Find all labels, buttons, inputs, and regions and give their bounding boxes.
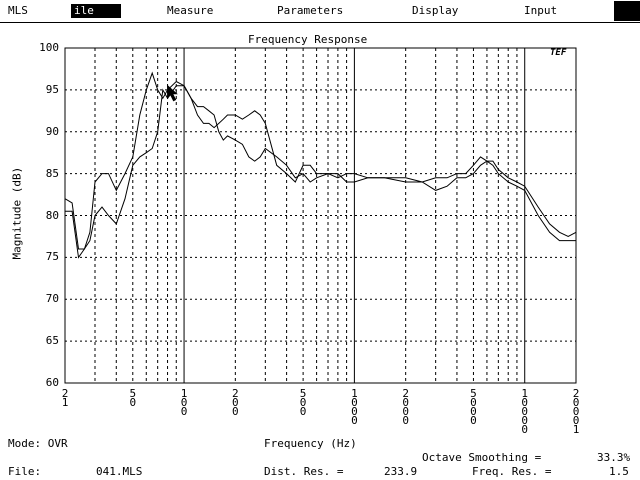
x-axis-label: Frequency (Hz) bbox=[264, 437, 357, 450]
y-tick-label: 80 bbox=[45, 208, 59, 222]
y-tick-label: 95 bbox=[45, 82, 59, 96]
x-tick-label: 5 0 0 0 bbox=[470, 387, 477, 427]
plot-frame bbox=[64, 47, 577, 384]
freq-res-value: 1.5 bbox=[609, 465, 629, 478]
y-tick-label: 70 bbox=[45, 292, 59, 306]
octave-smoothing-value: 33.3% bbox=[597, 451, 631, 464]
menu-measure[interactable]: Measure bbox=[167, 4, 214, 17]
x-tick-label: 2 0 0 0 bbox=[402, 387, 409, 427]
series-line-1 bbox=[64, 71, 576, 250]
mode-label: Mode: OVR bbox=[8, 437, 68, 450]
freq-res-label: Freq. Res. = bbox=[472, 465, 552, 478]
x-tick-label: 2 0 0 bbox=[232, 387, 239, 418]
x-tick-label: 2 1 bbox=[61, 387, 69, 409]
dist-res-value: 233.9 bbox=[384, 465, 418, 478]
chart-title: Frequency Response bbox=[248, 33, 368, 46]
x-tick-label: 1 0 0 0 bbox=[351, 387, 358, 427]
window-corner-block bbox=[614, 1, 640, 21]
x-tick-label: 1 0 0 0 0 bbox=[521, 387, 529, 436]
octave-smoothing-label: Octave Smoothing = bbox=[422, 451, 542, 464]
menu-parameters[interactable]: Parameters bbox=[277, 4, 344, 17]
y-tick-label: 75 bbox=[45, 250, 59, 264]
menu-bar: MLS ile Measure Parameters Display Input bbox=[0, 0, 640, 23]
dist-res-label: Dist. Res. = bbox=[264, 465, 344, 478]
series-line-2 bbox=[65, 85, 577, 259]
y-tick-label: 90 bbox=[45, 124, 59, 138]
menu-mls[interactable]: MLS bbox=[8, 4, 28, 17]
mouse-pointer-icon bbox=[167, 84, 178, 102]
x-tick-label: 5 0 bbox=[129, 387, 137, 409]
menu-input[interactable]: Input bbox=[524, 4, 558, 17]
x-tick-label: 1 0 0 bbox=[180, 387, 188, 418]
menu-display[interactable]: Display bbox=[412, 4, 459, 17]
y-tick-label: 60 bbox=[45, 376, 59, 389]
y-tick-label: 100 bbox=[39, 41, 59, 54]
y-tick-label: 85 bbox=[45, 166, 59, 180]
tef-logo: TEF bbox=[550, 48, 567, 58]
menu-file[interactable]: ile bbox=[71, 4, 121, 18]
file-label: File: bbox=[8, 465, 42, 478]
y-tick-label: 65 bbox=[45, 334, 59, 348]
file-name: 041.MLS bbox=[96, 465, 143, 478]
x-tick-label: 5 0 0 bbox=[299, 387, 307, 418]
x-tick-label: 2 0 0 0 1 bbox=[572, 387, 580, 436]
